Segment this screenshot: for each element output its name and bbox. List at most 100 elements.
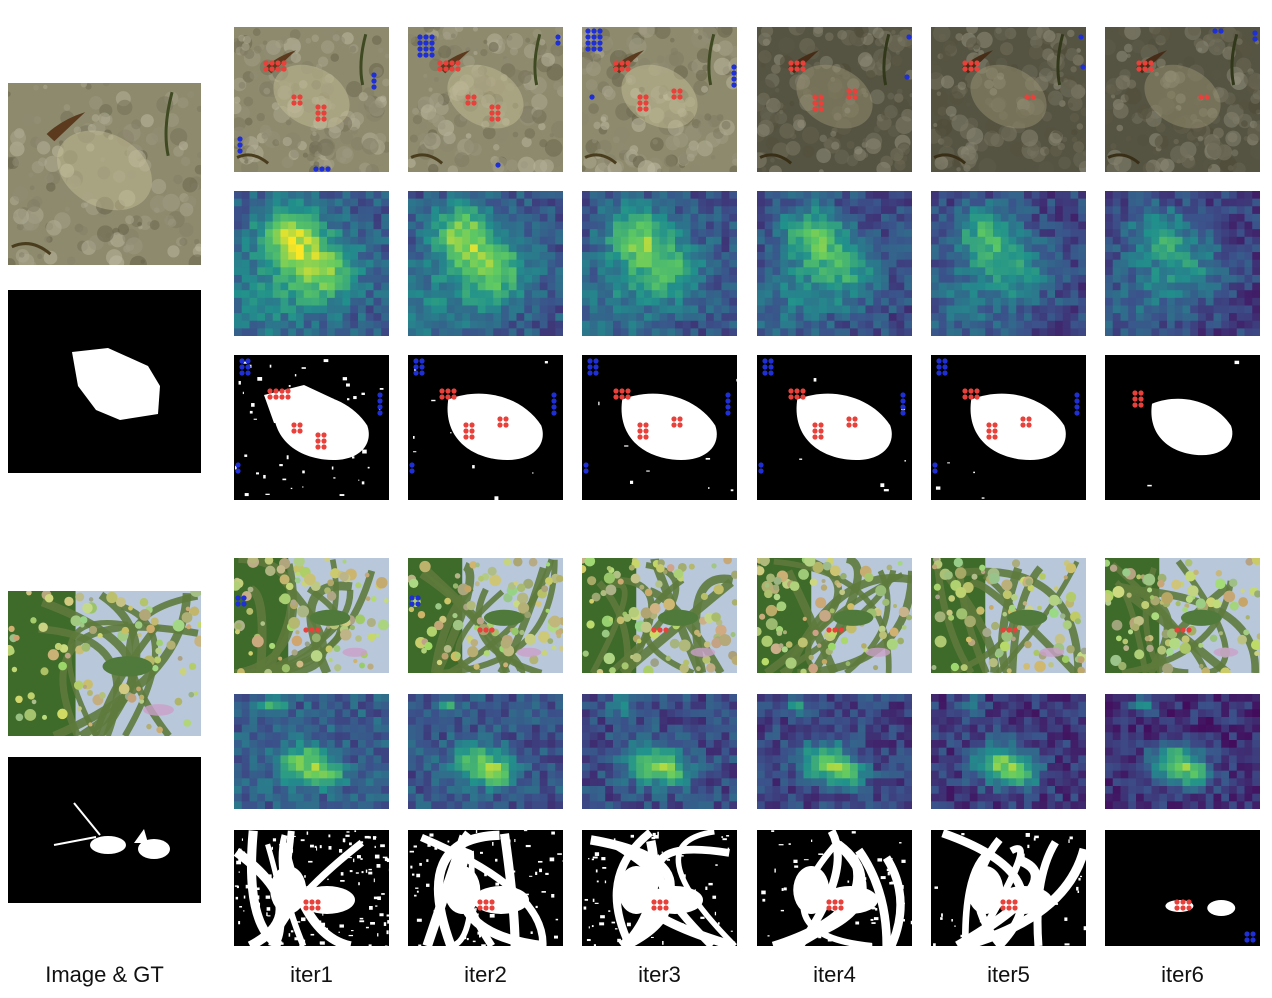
positive-click-point [297, 428, 303, 434]
positive-click-point [1006, 627, 1012, 633]
positive-click-point [619, 66, 625, 72]
col-label-iter1: iter1 [290, 962, 333, 987]
negative-click-point [758, 468, 764, 474]
positive-click-point [677, 94, 683, 100]
positive-click-point [625, 388, 631, 394]
positive-click-point [483, 899, 489, 905]
positive-click-point [465, 94, 471, 100]
positive-click-point [1132, 396, 1138, 402]
positive-click-point [1138, 390, 1144, 396]
positive-click-point [1142, 60, 1148, 66]
negative-click-point [585, 46, 591, 52]
negative-click-point [415, 601, 421, 607]
positive-click-point [495, 110, 501, 116]
negative-click-point [591, 28, 597, 34]
negative-click-point [762, 370, 768, 376]
positive-click-point [503, 416, 509, 422]
prompt-overlay-example1-iter1 [234, 27, 389, 172]
positive-click-point [263, 66, 269, 72]
negative-click-point [725, 398, 731, 404]
negative-click-point [583, 462, 589, 468]
positive-click-point [1204, 94, 1210, 100]
positive-click-point [818, 434, 824, 440]
positive-click-point [1136, 60, 1142, 66]
positive-click-point [846, 94, 852, 100]
predicted-mask-example1-iter1 [234, 355, 389, 500]
positive-click-point [1024, 94, 1030, 100]
positive-click-point [637, 106, 643, 112]
positive-click-point [643, 428, 649, 434]
negative-click-point [589, 94, 595, 100]
positive-click-point [962, 60, 968, 66]
positive-click-point [826, 899, 832, 905]
negative-click-point [423, 40, 429, 46]
heatmap-example1-iter6 [1105, 191, 1260, 336]
negative-click-point [413, 358, 419, 364]
heatmap-example2-iter2 [408, 694, 563, 809]
positive-click-point [315, 104, 321, 110]
positive-click-point [309, 627, 315, 633]
negative-click-point [409, 601, 415, 607]
positive-click-point [788, 388, 794, 394]
positive-click-point [1012, 905, 1018, 911]
positive-click-point [625, 394, 631, 400]
positive-click-point [1186, 899, 1192, 905]
heatmap-example1-iter4 [757, 191, 912, 336]
prompt-overlay-example2-iter1 [234, 558, 389, 673]
positive-click-point [1138, 396, 1144, 402]
positive-click-point [637, 94, 643, 100]
positive-click-point [1000, 627, 1006, 633]
positive-click-point [986, 434, 992, 440]
positive-click-point [637, 100, 643, 106]
negative-click-point [731, 70, 737, 76]
positive-click-point [449, 66, 455, 72]
positive-click-point [1148, 60, 1154, 66]
heatmap-example2-iter6 [1105, 694, 1260, 809]
positive-click-point [619, 394, 625, 400]
positive-click-point [477, 899, 483, 905]
positive-click-point [643, 434, 649, 440]
heatmap-example1-iter1 [234, 191, 389, 336]
negative-click-point [417, 34, 423, 40]
positive-click-point [1186, 905, 1192, 911]
positive-click-point [285, 394, 291, 400]
negative-click-point [768, 358, 774, 364]
positive-click-point [465, 100, 471, 106]
positive-click-point [1012, 899, 1018, 905]
positive-click-point [497, 416, 503, 422]
negative-click-point [429, 52, 435, 58]
negative-click-point [1252, 36, 1258, 42]
positive-click-point [495, 104, 501, 110]
positive-click-point [1180, 905, 1186, 911]
heatmap-example2-iter1 [234, 694, 389, 809]
positive-click-point [671, 416, 677, 422]
positive-click-point [663, 627, 669, 633]
negative-click-point [585, 28, 591, 34]
negative-click-point [725, 410, 731, 416]
positive-click-point [657, 627, 663, 633]
positive-click-point [1020, 416, 1026, 422]
heatmap-example1-iter3 [582, 191, 737, 336]
positive-click-point [451, 388, 457, 394]
negative-click-point [237, 136, 243, 142]
positive-click-point [315, 444, 321, 450]
positive-click-point [291, 422, 297, 428]
positive-click-point [1142, 66, 1148, 72]
predicted-mask-example2-iter5 [931, 830, 1086, 946]
negative-click-point [429, 40, 435, 46]
positive-click-point [625, 60, 631, 66]
positive-click-point [986, 422, 992, 428]
negative-click-point [1074, 410, 1080, 416]
positive-click-point [812, 422, 818, 428]
positive-click-point [643, 94, 649, 100]
positive-click-point [677, 422, 683, 428]
positive-click-point [852, 422, 858, 428]
positive-click-point [1006, 899, 1012, 905]
negative-click-point [413, 370, 419, 376]
positive-click-point [974, 394, 980, 400]
negative-click-point [942, 358, 948, 364]
negative-click-point [241, 595, 247, 601]
positive-click-point [1136, 66, 1142, 72]
ground-truth-mask-example1 [8, 290, 201, 473]
positive-click-point [321, 444, 327, 450]
